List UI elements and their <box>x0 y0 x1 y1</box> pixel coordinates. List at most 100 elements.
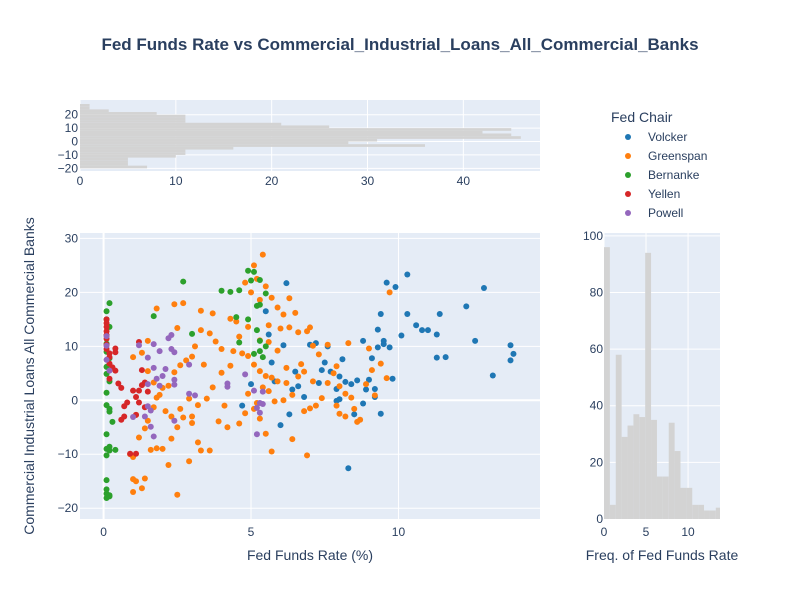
data-point <box>174 424 181 431</box>
data-point <box>153 305 160 312</box>
legend-item-greenspan[interactable]: Greenspan <box>625 149 707 163</box>
right-x-tick-label: 5 <box>643 525 650 539</box>
data-point <box>250 268 257 275</box>
right-histogram-bar <box>627 425 634 519</box>
data-point <box>280 342 287 349</box>
legend-item-bernanke[interactable]: Bernanke <box>625 168 700 182</box>
right-histogram-bar <box>639 417 646 519</box>
data-point <box>245 353 252 360</box>
data-point <box>277 325 284 332</box>
data-point <box>256 276 263 283</box>
top-y-tick-label: 0 <box>71 135 78 149</box>
top-histogram-bar <box>80 130 483 134</box>
y-tick-label: −20 <box>58 501 79 515</box>
data-point <box>233 314 240 321</box>
data-point <box>301 408 308 415</box>
series-volcker <box>239 271 517 472</box>
data-point <box>159 445 166 452</box>
data-point <box>159 373 166 379</box>
data-point <box>336 373 343 380</box>
data-point <box>106 492 113 499</box>
top-y-tick-label: −10 <box>58 148 79 162</box>
legend-item-powell[interactable]: Powell <box>625 206 683 220</box>
data-point <box>124 399 131 406</box>
legend-label: Greenspan <box>648 149 707 163</box>
data-point <box>404 310 411 317</box>
data-point <box>253 327 260 334</box>
data-point <box>248 381 255 388</box>
data-point <box>153 445 160 452</box>
top-y-tick-label: 20 <box>65 108 79 122</box>
data-point <box>345 465 352 472</box>
data-point <box>135 342 142 349</box>
data-point <box>194 439 201 446</box>
data-point <box>242 371 249 378</box>
data-point <box>286 411 293 418</box>
top-histogram-bar <box>80 146 234 150</box>
data-point <box>286 324 293 331</box>
data-point <box>186 361 193 368</box>
data-point <box>336 396 343 403</box>
data-point <box>253 431 260 438</box>
top-x-tick-label: 10 <box>169 174 183 188</box>
data-point <box>265 339 272 346</box>
data-point <box>130 354 137 361</box>
data-point <box>103 308 110 315</box>
data-point <box>301 368 308 375</box>
data-point <box>363 386 370 393</box>
data-point <box>189 413 196 420</box>
data-point <box>203 395 210 402</box>
data-point <box>171 369 178 376</box>
data-point <box>245 267 252 274</box>
data-point <box>165 462 172 469</box>
data-point <box>342 378 349 385</box>
data-point <box>171 381 178 388</box>
data-point <box>112 367 119 374</box>
data-point <box>135 387 142 394</box>
data-point <box>363 381 370 388</box>
top-histogram-bar <box>80 152 186 155</box>
data-point <box>103 486 110 493</box>
data-point <box>177 362 184 369</box>
chart-title: Fed Funds Rate vs Commercial_Industrial_… <box>101 35 698 54</box>
data-point <box>309 378 316 385</box>
data-point <box>368 367 375 374</box>
data-point <box>168 413 175 420</box>
right-x-tick-label: 10 <box>681 525 695 539</box>
data-point <box>265 322 272 329</box>
data-point <box>339 356 346 363</box>
data-point <box>135 434 142 441</box>
data-point <box>224 424 231 431</box>
data-point <box>268 294 275 301</box>
data-point <box>292 368 299 375</box>
data-point <box>283 380 290 387</box>
data-point <box>259 354 266 361</box>
top-histogram-bar <box>80 114 186 118</box>
x-axis-title: Fed Funds Rate (%) <box>247 547 373 563</box>
data-point <box>289 386 296 393</box>
data-point <box>274 378 281 385</box>
data-point <box>250 361 257 368</box>
top-histogram-bar <box>80 112 157 115</box>
data-point <box>147 407 154 414</box>
data-point <box>277 422 284 429</box>
data-point <box>171 417 178 424</box>
data-point <box>115 380 122 387</box>
right-histogram-bar <box>715 507 720 519</box>
right-histogram-bar <box>651 419 657 519</box>
top-histogram-bar <box>80 117 186 121</box>
data-point <box>348 381 355 388</box>
data-point <box>433 354 440 361</box>
legend-item-volcker[interactable]: Volcker <box>625 130 687 144</box>
right-y-tick-label: 40 <box>590 399 604 413</box>
data-point <box>141 425 148 432</box>
right-histogram-bar <box>633 414 640 519</box>
top-histogram-bar <box>80 125 330 129</box>
data-point <box>192 392 198 399</box>
data-point <box>236 420 243 427</box>
data-point <box>371 385 378 392</box>
data-point <box>392 283 399 290</box>
legend-item-yellen[interactable]: Yellen <box>625 187 680 201</box>
right-histogram-bar <box>680 487 687 519</box>
data-point <box>106 367 113 374</box>
